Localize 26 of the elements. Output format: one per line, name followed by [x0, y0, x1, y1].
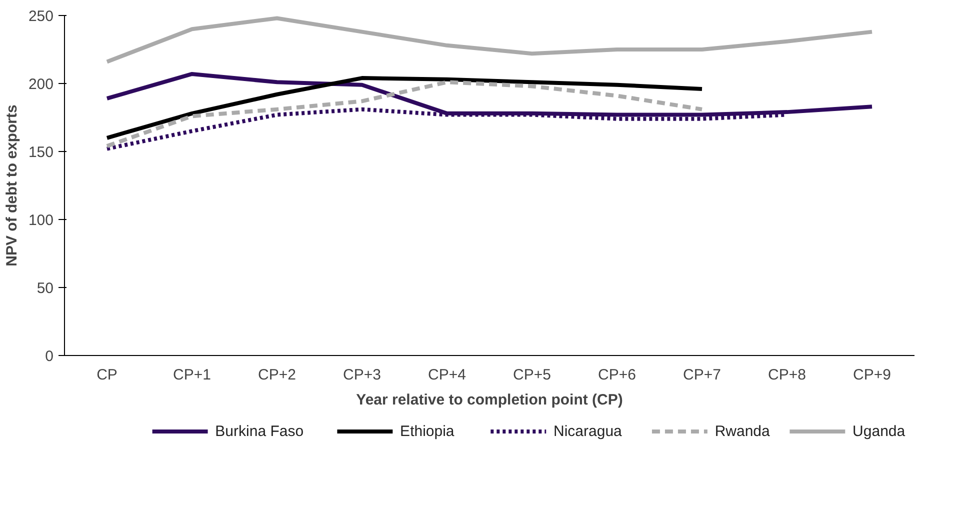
x-axis-title: Year relative to completion point (CP) [356, 392, 623, 408]
line-series [105, 80, 704, 148]
y-tick-label: 250 [28, 8, 54, 25]
x-tick-label: CP+3 [343, 366, 381, 384]
legend-label: Rwanda [714, 423, 771, 440]
y-axis-title: NPV of debt to exports [3, 104, 20, 266]
x-tick-label: CP+2 [258, 366, 296, 384]
y-tick-label: 0 [45, 348, 54, 365]
x-tick-label: CP+5 [513, 366, 551, 384]
x-tick-label: CP+9 [853, 366, 891, 384]
x-tick-label: CP+6 [598, 366, 636, 384]
y-tick-label: 100 [28, 212, 54, 229]
x-tick-label: CP+7 [683, 366, 721, 384]
x-tick-label: CP [96, 366, 118, 384]
line-series [105, 76, 704, 140]
x-tick-label: CP+4 [428, 366, 466, 384]
y-tick-label: 50 [36, 280, 54, 297]
x-tick-label: CP+8 [768, 366, 806, 384]
x-tick-label: CP+1 [173, 366, 211, 384]
legend-label: Burkina Faso [215, 423, 304, 440]
legend-label: Uganda [852, 423, 906, 440]
y-tick-label: 200 [28, 76, 54, 93]
y-tick-label: 150 [28, 144, 54, 161]
legend-label: Nicaragua [554, 423, 623, 440]
legend-label: Ethiopia [400, 423, 455, 440]
line-series [105, 16, 874, 64]
